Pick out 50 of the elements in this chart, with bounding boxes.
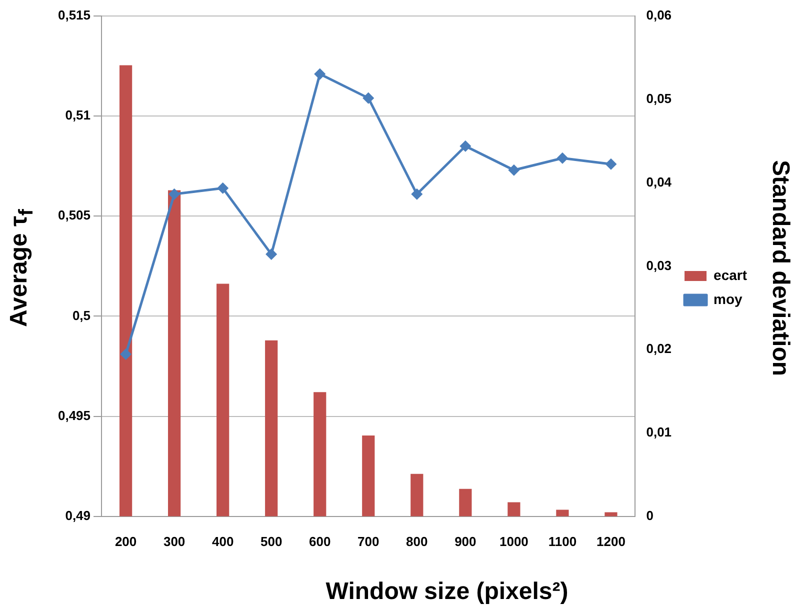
point [314,68,326,80]
bar [168,190,181,516]
y-tick-label: 0,495 [58,408,91,423]
x-tick-label: 200 [114,534,137,549]
y-tick-label: 0,5 [72,308,91,323]
point [508,164,520,176]
bar [508,502,520,516]
x-tick-label: 400 [212,534,234,549]
x-axis-title: Window size (pixels²) [326,578,568,606]
bar [216,284,230,516]
legend-label: ecart [714,266,748,283]
x-tick-label: 1000 [499,534,528,549]
point [169,188,180,200]
y2-tick-label: 0,05 [646,90,672,106]
y2-tick-label: 0,02 [646,341,672,356]
point [218,182,228,194]
legend-label: moy [714,290,743,307]
y2-tick-label: 0,04 [646,174,672,190]
x-tick-label: 500 [260,534,282,549]
bar [119,65,132,516]
y2-tick-label: 0,06 [646,8,672,23]
y-tick-label: 0,515 [58,8,91,23]
point [412,188,422,200]
x-tick-label: 600 [309,534,331,549]
y2-tick-label: 0 [646,508,654,523]
point [363,92,374,104]
bar [362,436,375,516]
x-tick-label: 900 [454,534,476,549]
y2-axis-title: Standard deviation [766,160,794,376]
point [120,349,132,360]
y-tick-label: 0,505 [58,208,91,223]
y-tick-label: 0,51 [65,108,91,123]
y2-tick-label: 0,03 [646,258,672,273]
point [460,140,471,152]
bar [604,512,618,516]
point [266,248,277,260]
x-tick-label: 700 [358,534,380,549]
x-tick-label: 1200 [596,534,626,549]
bar [459,488,472,516]
bar [410,474,424,516]
bar [556,510,569,516]
point [557,152,568,164]
y-tick-label: 0,49 [65,508,91,523]
bar [314,392,326,516]
x-tick-label: 300 [163,534,186,549]
y2-tick-label: 0,01 [646,424,672,440]
bar [265,340,278,516]
x-tick-label: 1100 [548,534,577,549]
point [606,158,616,170]
x-tick-label: 800 [406,534,428,549]
